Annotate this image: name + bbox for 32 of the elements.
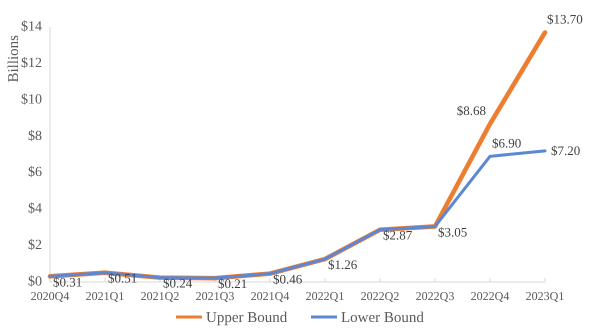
data-label: $3.05 [438,224,468,240]
y-tick-label: $6 [28,165,42,180]
x-tick-label: 2022Q2 [360,289,400,303]
x-tick-label: 2021Q4 [250,289,290,303]
data-label: $13.70 [547,11,583,26]
y-tick-label: $4 [28,202,42,217]
x-tick-label: 2020Q4 [30,289,70,303]
data-label: $6.90 [492,135,522,150]
y-tick-label: $10 [21,92,42,108]
data-label: $1.26 [328,257,358,272]
x-tick-label: 2021Q1 [86,289,124,303]
legend-label: Lower Bound [341,310,424,326]
y-tick-label: $2 [28,238,42,254]
y-tick-label: $8 [28,128,42,144]
data-label: $0.24 [163,276,193,291]
x-tick-label: 2023Q1 [526,289,564,303]
x-tick-label: 2022Q4 [470,289,510,303]
y-tick-label: $12 [21,56,42,71]
data-label: $7.20 [551,142,580,158]
legend-label: Upper Bound [206,310,288,326]
data-label: $2.87 [383,228,413,243]
data-label: $0.46 [273,272,303,287]
x-tick-label: 2022Q3 [416,289,454,303]
y-tick-label: $0 [28,274,42,290]
x-tick-label: 2021Q3 [196,289,234,303]
data-label: $8.68 [456,102,486,118]
data-label: $0.31 [53,274,82,290]
x-tick-label: 2022Q1 [306,289,344,303]
y-tick-label: $14 [21,20,42,34]
data-label: $0.21 [218,276,248,292]
y-axis-title: Billions [6,34,22,83]
x-tick-label: 2021Q2 [140,289,180,303]
